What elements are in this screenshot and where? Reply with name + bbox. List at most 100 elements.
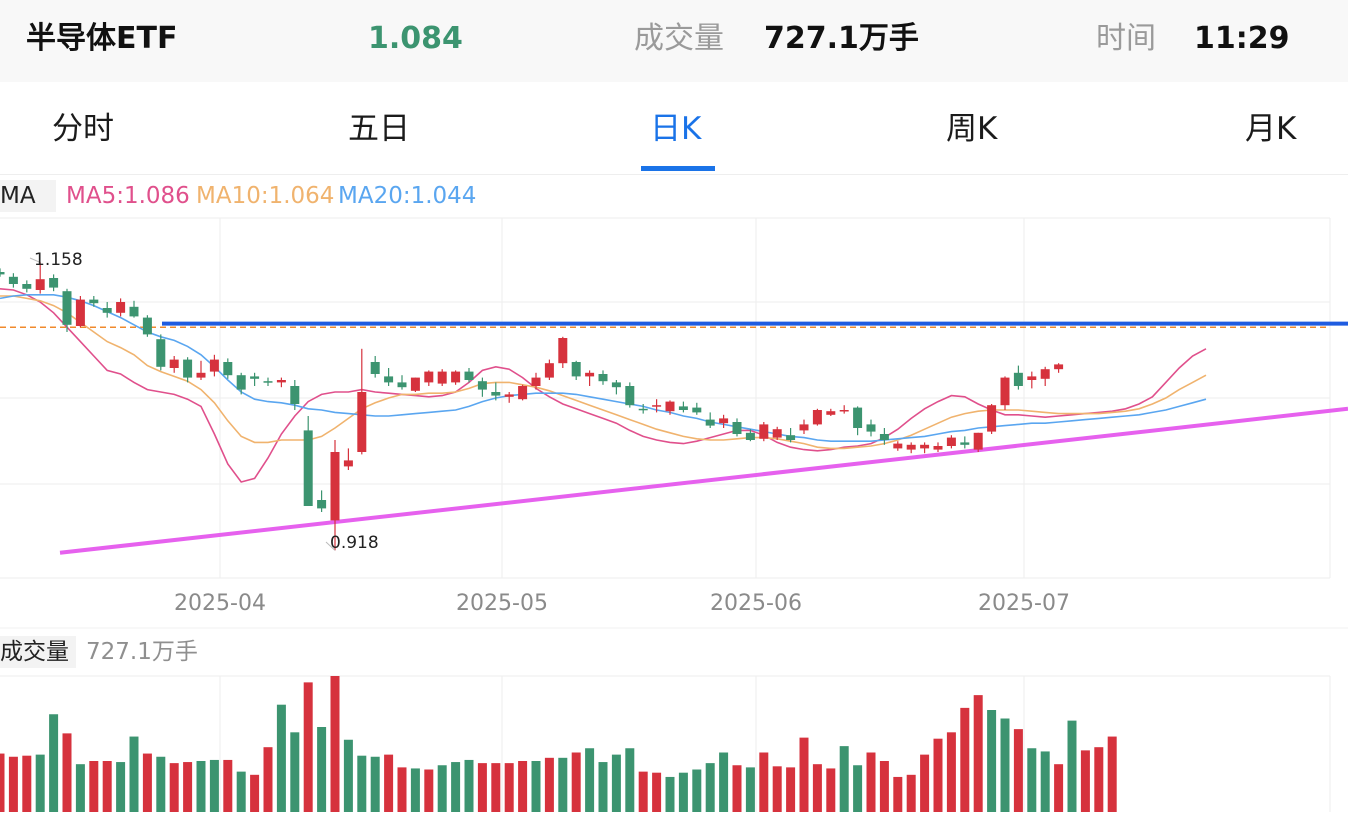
- tab-monthly-k[interactable]: 月K: [1245, 111, 1297, 147]
- volume-bar: [585, 748, 595, 812]
- candle-body: [250, 376, 260, 379]
- volume-bar: [437, 765, 447, 812]
- volume-bar: [1080, 750, 1090, 812]
- ma-legend-label[interactable]: MA: [0, 183, 36, 209]
- volume-bar: [317, 727, 327, 812]
- volume-bar: [812, 764, 822, 812]
- candle-body: [665, 401, 675, 412]
- volume-bar: [826, 768, 836, 812]
- candle-body: [772, 429, 782, 438]
- volume-bar: [732, 765, 742, 812]
- volume-bar: [987, 710, 997, 812]
- volume-bar: [611, 754, 621, 812]
- volume-bar: [62, 733, 72, 812]
- candle-body: [343, 460, 353, 467]
- ma5-legend: MA5:1.086: [66, 183, 190, 209]
- volume-bar: [343, 739, 353, 812]
- candle-body: [142, 317, 152, 335]
- volume-bar: [303, 682, 313, 812]
- time-value: 11:29: [1194, 21, 1290, 56]
- candle-body: [611, 382, 621, 388]
- candle-body: [786, 435, 796, 440]
- candle-body: [866, 424, 876, 432]
- volume-bar: [839, 746, 849, 812]
- candle-body: [839, 410, 849, 412]
- x-tick-label: 2025-05: [456, 591, 548, 616]
- candle-body: [116, 302, 126, 313]
- volume-bar: [853, 765, 863, 812]
- candle-body: [571, 362, 581, 377]
- volume-bar: [504, 763, 514, 812]
- candle-body: [196, 372, 206, 378]
- tab-five-day[interactable]: 五日: [348, 111, 410, 147]
- tab-intraday[interactable]: 分时: [52, 111, 114, 147]
- min-annotation: 0.918: [330, 533, 379, 553]
- volume-bar: [397, 767, 407, 812]
- candle-body: [638, 408, 648, 411]
- volume-bar: [156, 756, 166, 812]
- volume-bar: [772, 766, 782, 812]
- candle-body: [705, 419, 715, 426]
- ma20-legend: MA20:1.044: [338, 183, 477, 209]
- candle-body: [437, 371, 447, 384]
- time-label: 时间: [1096, 21, 1156, 56]
- candle-body: [62, 291, 72, 325]
- candle-body: [732, 422, 742, 434]
- tab-daily-k[interactable]: 日K: [650, 111, 702, 147]
- volume-label: 成交量: [634, 21, 724, 56]
- volume-bar: [250, 774, 260, 812]
- volume-bar: [370, 756, 380, 812]
- candle-body: [357, 392, 367, 452]
- candle-body: [598, 374, 608, 382]
- volume-bar: [357, 755, 367, 812]
- volume-bar: [276, 704, 286, 812]
- candle-body: [49, 278, 59, 288]
- candle-body: [464, 371, 474, 380]
- candle-body: [169, 359, 179, 368]
- volume-bar: [102, 761, 112, 812]
- volume-bar: [933, 738, 943, 812]
- candle-body: [826, 411, 836, 415]
- candle-body: [22, 284, 32, 289]
- active-tab-indicator: [641, 166, 715, 171]
- ma-legend-box[interactable]: [0, 180, 56, 212]
- volume-bar: [799, 737, 809, 812]
- x-tick-label: 2025-07: [978, 591, 1070, 616]
- candle-body: [384, 376, 394, 383]
- volume-bar: [638, 771, 648, 812]
- security-name: 半导体ETF: [26, 21, 178, 56]
- candle-body: [0, 272, 5, 275]
- volume-bar: [384, 754, 394, 812]
- volume-bar: [960, 707, 970, 812]
- volume-legend-label[interactable]: 成交量: [0, 639, 69, 665]
- volume-legend-box[interactable]: [0, 636, 76, 668]
- volume-bar: [129, 736, 139, 812]
- candle-body: [799, 424, 809, 431]
- candle-body: [290, 386, 300, 404]
- period-tabs: 分时 五日 日K 周K 月K: [0, 82, 1348, 175]
- candle-body: [477, 381, 487, 390]
- volume-bar: [786, 767, 796, 812]
- candle-body: [906, 444, 916, 450]
- tab-weekly-k[interactable]: 周K: [946, 111, 998, 147]
- volume-bar: [451, 762, 461, 812]
- ma10-legend: MA10:1.064: [196, 183, 335, 209]
- candle-body: [1000, 377, 1010, 406]
- volume-bar: [946, 732, 956, 812]
- candle-body: [1013, 372, 1023, 386]
- candle-body: [960, 442, 970, 445]
- ma5-line: [0, 288, 1207, 483]
- candle-body: [893, 443, 903, 449]
- candle-body: [719, 418, 729, 424]
- volume-bar: [866, 752, 876, 812]
- volume-bar: [973, 695, 983, 812]
- volume-bar: [1107, 736, 1117, 812]
- volume-value: 727.1万手: [764, 21, 919, 56]
- candle-body: [1040, 369, 1050, 379]
- volume-bar: [35, 754, 45, 812]
- candle-body: [973, 432, 983, 450]
- candle-body: [89, 299, 99, 304]
- volume-bar: [544, 757, 554, 812]
- candle-body: [75, 299, 85, 326]
